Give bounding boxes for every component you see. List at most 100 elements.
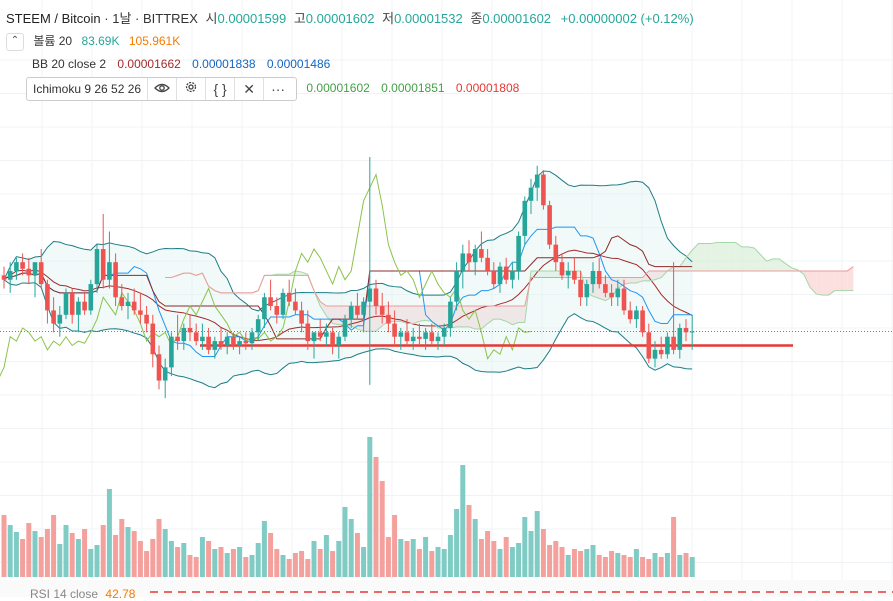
volume-bar — [540, 529, 546, 577]
low-value: 0.00001532 — [394, 11, 463, 26]
volume-bar — [199, 537, 205, 577]
volume-bar — [584, 549, 590, 577]
candle-body — [88, 284, 94, 311]
candle-body — [522, 200, 528, 236]
candle-body — [460, 253, 466, 271]
candle-body — [491, 270, 497, 285]
volume-bar — [627, 557, 633, 577]
interval[interactable]: 1날 — [112, 11, 132, 26]
ichimoku-value-2: 0.00001851 — [381, 81, 445, 96]
bb-fill — [4, 171, 693, 388]
ichimoku-legend-name[interactable]: Ichimoku 9 26 52 26 — [33, 82, 142, 96]
volume-bar — [299, 551, 305, 577]
ichimoku-cloud-segment — [847, 266, 854, 291]
ichimoku-span-b-line — [165, 266, 854, 307]
candle-body — [578, 279, 583, 298]
candle-body — [559, 262, 565, 276]
ichimoku-cloud-segment — [425, 306, 432, 322]
candle-body — [336, 336, 342, 346]
candle-body — [677, 327, 683, 350]
volume-bar — [249, 555, 255, 577]
ichimoku-cloud-segment — [766, 258, 773, 271]
volume-bar — [243, 557, 249, 577]
ichimoku-cloud-segment — [785, 263, 792, 271]
ichimoku-cloud-segment — [481, 306, 488, 330]
candle-body — [169, 336, 174, 368]
volume-bar — [26, 523, 32, 577]
ichimoku-cloud-segment — [779, 258, 786, 271]
candle-body — [528, 187, 534, 201]
ichimoku-cloud-segment — [717, 242, 724, 271]
volume-bar — [317, 549, 323, 577]
volume-bar — [602, 557, 608, 577]
candle-body — [448, 301, 453, 328]
ichimoku-legend-box[interactable]: Ichimoku 9 26 52 26 { } ✕ ··· — [26, 77, 298, 101]
candle-body — [386, 314, 391, 324]
close-icon[interactable]: ✕ — [234, 78, 263, 100]
volume-bar — [404, 541, 410, 577]
candle-body — [627, 310, 633, 320]
ichimoku-cloud-segment — [369, 306, 376, 332]
volume-bar — [373, 457, 379, 577]
candle-body — [541, 174, 546, 206]
candle-body — [243, 341, 249, 344]
volume-bar — [131, 531, 137, 577]
braces-icon[interactable]: { } — [205, 78, 234, 100]
candle-body — [342, 319, 348, 337]
candle-body — [150, 323, 156, 355]
candle-body — [683, 327, 689, 333]
volume-bar — [212, 549, 218, 577]
rsi-legend-name[interactable]: RSI 14 close — [30, 587, 99, 601]
candle-body — [224, 336, 230, 346]
candle-body — [187, 327, 193, 333]
candle-body — [131, 301, 137, 311]
volume-bar — [596, 555, 602, 577]
candle-body — [534, 174, 540, 188]
ichimoku-cloud-segment — [679, 257, 686, 271]
ichimoku-value-3: 0.00001808 — [455, 81, 520, 96]
bb-legend-name[interactable]: BB 20 close 2 — [32, 57, 107, 71]
volume-legend-name[interactable]: 볼륨 20 — [33, 34, 73, 48]
ichimoku-cloud — [171, 242, 854, 332]
ichimoku-cloud-segment — [655, 270, 662, 280]
ichimoku-cloud-segment — [512, 306, 519, 325]
candle-body — [125, 301, 131, 307]
candle-body — [652, 349, 658, 359]
candle-body — [398, 332, 404, 337]
volume-bar — [193, 557, 199, 577]
symbol-name[interactable]: STEEM / Bitcoin — [6, 11, 101, 26]
more-icon[interactable]: ··· — [263, 78, 292, 100]
volume-bar — [69, 533, 75, 577]
candle-body — [57, 314, 63, 324]
ichimoku-cloud-segment — [686, 250, 693, 271]
eye-icon[interactable] — [147, 78, 176, 100]
volume-bar — [398, 539, 404, 577]
volume-bar — [547, 545, 553, 577]
candle-body — [485, 257, 490, 271]
volume-bar — [478, 539, 484, 577]
close-value: 0.00001602 — [482, 11, 552, 26]
candle-body — [156, 354, 162, 381]
bb-basis-line — [3, 249, 693, 342]
chevron-up-icon[interactable]: ⌃ — [6, 32, 24, 51]
ichimoku-cloud-segment — [456, 306, 463, 327]
ichimoku-legend: Ichimoku 9 26 52 26 { } ✕ ··· 0.00001602… — [26, 77, 519, 101]
high-label: 고 — [293, 11, 306, 26]
candle-body — [603, 284, 608, 293]
ichimoku-cloud-segment — [834, 270, 841, 291]
candle-body — [497, 266, 503, 285]
candle-body — [280, 292, 286, 315]
ichimoku-cloud-segment — [735, 242, 742, 271]
ichimoku-cloud-segment — [748, 246, 755, 271]
volume-bar — [100, 525, 106, 577]
gear-icon[interactable] — [176, 78, 205, 100]
volume-bar — [230, 549, 236, 577]
volume-bar — [7, 525, 13, 577]
candle-body — [572, 270, 577, 280]
candle-body — [361, 301, 366, 315]
ichimoku-cloud-segment — [816, 270, 823, 296]
ichimoku-cloud-segment — [636, 277, 643, 284]
volume-bar — [522, 517, 528, 577]
volume-bar — [113, 535, 119, 577]
